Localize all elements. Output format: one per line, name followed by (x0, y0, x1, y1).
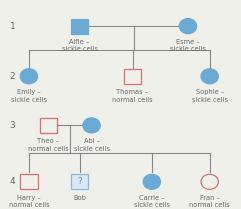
Text: 3: 3 (10, 121, 15, 130)
Text: Esme –
sickle cells: Esme – sickle cells (170, 39, 206, 52)
Circle shape (201, 174, 218, 189)
Text: 2: 2 (10, 72, 15, 81)
Text: Fran –
normal cells: Fran – normal cells (189, 195, 230, 208)
Circle shape (83, 118, 100, 133)
Circle shape (201, 69, 218, 84)
Text: Abi –
sickle cells: Abi – sickle cells (74, 138, 110, 152)
Bar (20, 174, 38, 189)
Text: 1: 1 (10, 22, 15, 31)
Text: Sophie –
sickle cells: Sophie – sickle cells (192, 89, 228, 103)
Text: Thomas –
normal cells: Thomas – normal cells (112, 89, 153, 103)
Bar (71, 174, 88, 189)
Bar (40, 118, 57, 133)
Text: ?: ? (77, 177, 82, 186)
Bar (124, 69, 141, 84)
Circle shape (143, 174, 161, 189)
Text: Theo –
normal cells: Theo – normal cells (28, 138, 68, 152)
Text: Emily –
sickle cells: Emily – sickle cells (11, 89, 47, 103)
Text: Bob: Bob (73, 195, 86, 201)
Circle shape (20, 69, 38, 84)
Bar (71, 19, 88, 34)
Text: Harry –
normal cells: Harry – normal cells (9, 195, 49, 208)
Text: Carrie –
sickle cells: Carrie – sickle cells (134, 195, 170, 208)
Text: Alfie –
sickle cells: Alfie – sickle cells (61, 39, 98, 52)
Text: 4: 4 (10, 177, 15, 186)
Circle shape (179, 19, 197, 34)
